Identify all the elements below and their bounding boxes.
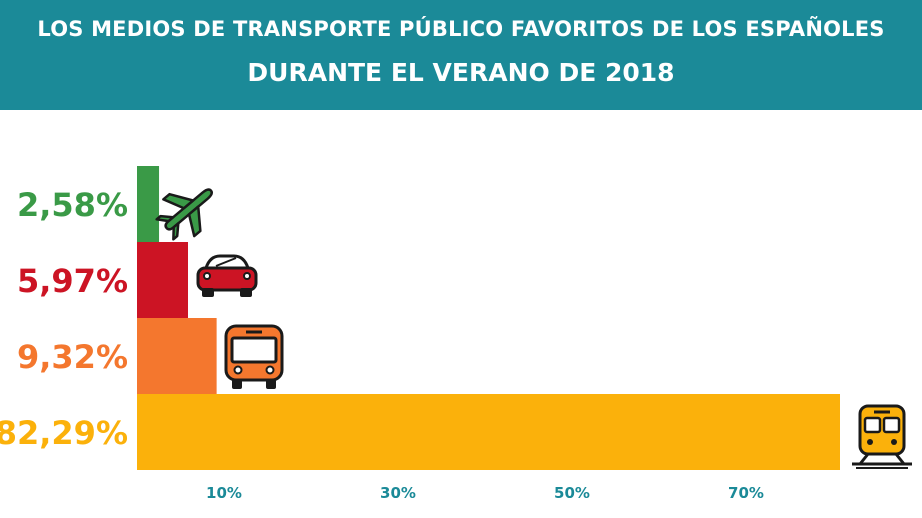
value-label-train: 82,29%: [0, 414, 128, 452]
bar-bus: [137, 318, 217, 394]
x-tick-label: 70%: [728, 484, 764, 502]
bus-icon: [224, 324, 284, 389]
bar-airplane: [137, 166, 160, 242]
x-tick-label: 50%: [554, 484, 590, 502]
bar-car: [137, 242, 189, 318]
chart-title-line2: DURANTE EL VERANO DE 2018: [247, 58, 675, 87]
x-tick-label: 30%: [380, 484, 416, 502]
title-banner: LOS MEDIOS DE TRANSPORTE PÚBLICO FAVORIT…: [0, 0, 922, 110]
value-label-airplane: 2,58%: [17, 186, 128, 224]
car-icon: [196, 254, 258, 297]
value-label-bus: 9,32%: [17, 338, 128, 376]
bar-train: [137, 394, 840, 470]
value-label-car: 5,97%: [17, 262, 128, 300]
chart-title-line1: LOS MEDIOS DE TRANSPORTE PÚBLICO FAVORIT…: [37, 17, 885, 41]
train-icon: [852, 404, 912, 469]
bar-chart: 2,58% 5,97% 9,32% 82,29% 10% 30% 50% 70%: [0, 166, 912, 502]
x-tick-label: 10%: [206, 484, 242, 502]
airplane-icon: [155, 188, 213, 241]
